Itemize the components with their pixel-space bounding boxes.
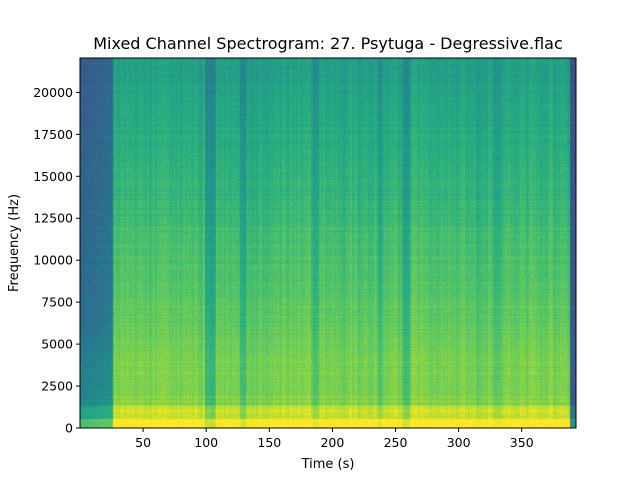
x-tick-label: 300: [447, 435, 471, 450]
y-tick-label: 0: [65, 421, 73, 436]
x-tick-label: 350: [510, 435, 534, 450]
spectrogram-canvas-wrapper: [80, 58, 576, 428]
y-axis: 0 2500 5000 7500 10000 12500 15000 17500 20000: [33, 85, 80, 436]
chart-title: Mixed Channel Spectrogram: 27. Psytuga -…: [93, 34, 563, 53]
y-tick-label: 17500: [33, 127, 73, 142]
y-tick-label: 10000: [33, 253, 73, 268]
x-axis-label: Time (s): [301, 457, 355, 472]
x-axis: 50 100 150 200 250 300 350: [135, 428, 534, 450]
x-tick-label: 100: [194, 435, 218, 450]
y-tick-label: 7500: [41, 295, 73, 310]
plot-area: [79, 57, 577, 429]
x-tick-label: 250: [384, 435, 408, 450]
y-tick-label: 15000: [33, 169, 73, 184]
x-tick-label: 200: [320, 435, 344, 450]
x-tick-label: 50: [135, 435, 151, 450]
x-tick-label: 150: [257, 435, 281, 450]
y-tick-label: 12500: [33, 211, 73, 226]
y-axis-label: Frequency (Hz): [7, 194, 22, 292]
spectrogram-image: [80, 58, 576, 428]
y-tick-label: 5000: [41, 337, 73, 352]
y-tick-label: 2500: [41, 379, 73, 394]
plot-frame: [79, 57, 577, 429]
y-tick-label: 20000: [33, 85, 73, 100]
